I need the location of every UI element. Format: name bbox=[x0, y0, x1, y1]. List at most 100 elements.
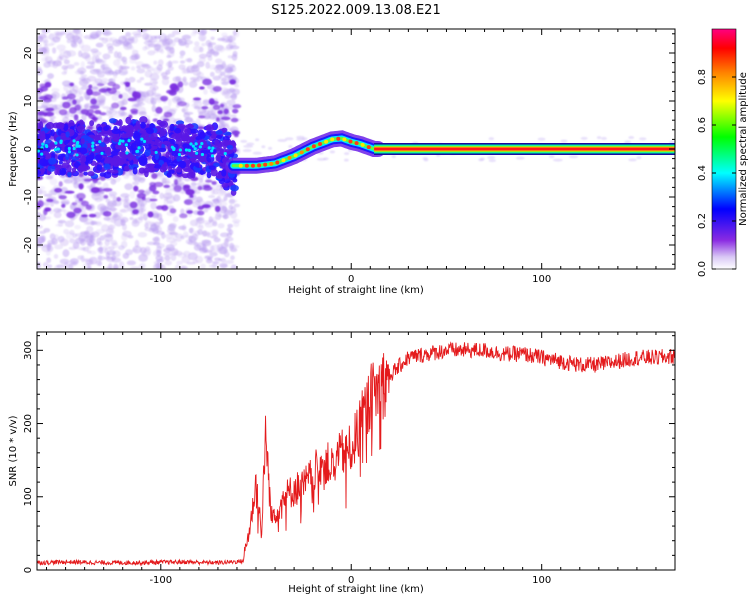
spectrogram-speckle bbox=[105, 198, 110, 203]
spectrogram-speckle bbox=[112, 266, 120, 269]
spectrogram-y-label: Frequency (Hz) bbox=[8, 111, 19, 187]
spectrogram-speckle bbox=[488, 159, 496, 163]
spectrogram-blob bbox=[59, 140, 63, 145]
spectrogram-blob bbox=[96, 164, 103, 171]
spectrogram-speckle bbox=[167, 200, 173, 205]
spectrogram-x-tick-label: 100 bbox=[532, 274, 551, 285]
spectrogram-blob bbox=[207, 146, 211, 150]
spectrogram-speckle bbox=[102, 210, 112, 217]
spectrogram-blob bbox=[67, 171, 72, 178]
spectrogram-speckle bbox=[88, 84, 93, 89]
spectrogram-speckle bbox=[132, 209, 139, 215]
spectrogram-speckle bbox=[129, 201, 138, 209]
spectrogram-speckle bbox=[168, 89, 177, 96]
spectrogram-speckle bbox=[166, 54, 172, 59]
spectrogram-speckle bbox=[98, 241, 103, 246]
spectrogram-speckle bbox=[185, 239, 194, 245]
spectrogram-speckle bbox=[596, 136, 602, 140]
spectrogram-speckle bbox=[119, 106, 127, 111]
spectrogram-speckle bbox=[203, 255, 211, 261]
spectrogram-speckle bbox=[207, 194, 216, 199]
spectrogram-speckle bbox=[164, 46, 174, 51]
spectrogram-blob bbox=[178, 148, 182, 152]
spectrogram-blob bbox=[216, 134, 223, 140]
spectrogram-speckle bbox=[202, 108, 207, 114]
spectrogram-speckle bbox=[71, 261, 78, 266]
spectrogram-speckle bbox=[181, 266, 186, 269]
spectrogram-speckle bbox=[130, 66, 136, 71]
spectrogram-speckle bbox=[73, 62, 80, 66]
spectrogram-speckle bbox=[144, 197, 153, 203]
spectrogram-speckle bbox=[95, 58, 103, 63]
spectrogram-speckle bbox=[158, 33, 167, 41]
spectrogram-speckle bbox=[639, 137, 647, 141]
spectrogram-ridge-peak bbox=[269, 161, 274, 166]
spectrogram-ridge-peak bbox=[287, 155, 292, 160]
spectrogram-speckle bbox=[174, 264, 180, 269]
spectrogram-speckle bbox=[202, 78, 213, 86]
spectrogram-blob bbox=[89, 120, 95, 127]
spectrogram-speckle bbox=[180, 190, 187, 195]
spectrogram-speckle bbox=[136, 65, 141, 69]
spectrogram-blob bbox=[37, 149, 40, 153]
spectrogram-speckle bbox=[194, 182, 202, 186]
spectrogram-speckle bbox=[76, 192, 86, 200]
spectrogram-speckle bbox=[75, 237, 85, 244]
spectrogram-speckle bbox=[156, 259, 164, 263]
spectrogram-blob bbox=[198, 145, 202, 149]
spectrogram-speckle bbox=[217, 223, 225, 229]
spectrogram-speckle bbox=[177, 101, 187, 107]
spectrogram-speckle bbox=[176, 260, 183, 265]
spectrogram-blob bbox=[174, 127, 181, 134]
spectrogram-speckle bbox=[553, 158, 563, 162]
spectrogram-speckle bbox=[179, 213, 188, 219]
spectrogram-blob bbox=[170, 160, 179, 167]
spectrogram-speckle bbox=[169, 208, 177, 214]
spectrogram-blob bbox=[145, 128, 155, 135]
spectrogram-blob bbox=[187, 148, 192, 152]
spectrogram-speckle bbox=[215, 64, 222, 68]
spectrogram-speckle bbox=[51, 87, 60, 93]
spectrogram-speckle bbox=[221, 122, 230, 127]
spectrogram-speckle bbox=[111, 102, 120, 109]
spectrogram-blob bbox=[195, 154, 202, 159]
spectrogram-speckle bbox=[43, 201, 50, 207]
spectrogram-blob bbox=[115, 143, 121, 150]
spectrogram-blob bbox=[193, 147, 197, 151]
spectrogram-blob bbox=[184, 128, 191, 135]
spectrogram-blob bbox=[144, 148, 151, 157]
spectrogram-speckle bbox=[39, 86, 49, 92]
spectrogram-speckle bbox=[240, 139, 248, 143]
spectrogram-speckle bbox=[231, 53, 238, 61]
spectrogram-speckle bbox=[107, 70, 115, 75]
spectrogram-speckle bbox=[79, 96, 84, 102]
spectrogram-blob bbox=[75, 144, 79, 148]
spectrogram-blob bbox=[55, 122, 65, 130]
spectrogram-blob bbox=[135, 149, 139, 154]
spectrogram-speckle bbox=[42, 29, 48, 36]
spectrogram-speckle bbox=[85, 218, 94, 226]
spectrogram-speckle bbox=[221, 206, 228, 212]
spectrogram-blob bbox=[65, 152, 70, 161]
spectrogram-speckle bbox=[112, 242, 119, 249]
spectrogram-speckle bbox=[54, 244, 64, 250]
spectrogram-blob bbox=[182, 143, 190, 149]
spectrogram-blob bbox=[146, 163, 156, 168]
spectrogram-speckle bbox=[72, 241, 80, 249]
spectrogram-speckle bbox=[69, 107, 77, 114]
spectrogram-speckle bbox=[208, 219, 215, 223]
spectrogram-speckle bbox=[120, 216, 129, 223]
spectrogram-speckle bbox=[212, 104, 221, 110]
spectrogram-speckle bbox=[103, 194, 109, 199]
spectrogram-blob bbox=[103, 171, 112, 179]
spectrogram-ridge-peak bbox=[336, 136, 341, 141]
spectrogram-speckle bbox=[167, 98, 172, 107]
spectrogram-speckle bbox=[107, 50, 114, 54]
spectrogram-speckle bbox=[73, 207, 82, 214]
spectrogram-speckle bbox=[88, 114, 96, 119]
spectrogram-blob bbox=[60, 132, 67, 139]
spectrogram-blob bbox=[172, 147, 176, 152]
spectrogram-blob bbox=[87, 136, 92, 144]
spectrogram-blob bbox=[47, 165, 56, 172]
spectrogram-blob bbox=[223, 152, 227, 156]
